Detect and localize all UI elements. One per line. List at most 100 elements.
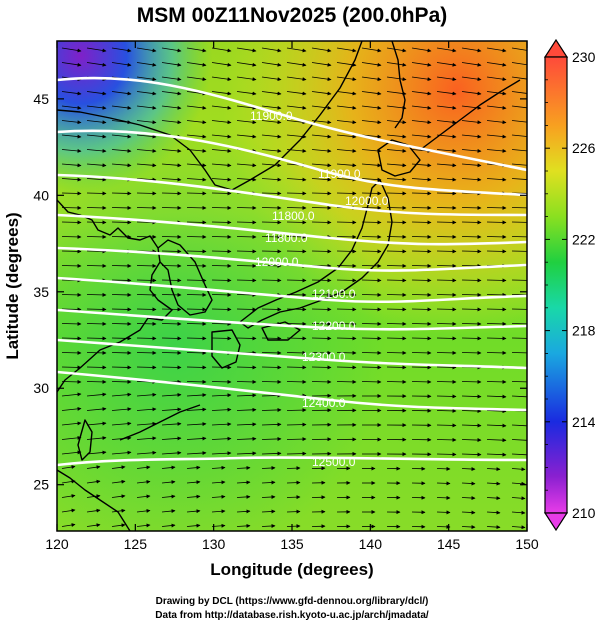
wind-vector (261, 234, 282, 239)
wind-vector (286, 321, 307, 326)
wind-vector (336, 177, 357, 182)
wind-vector (161, 509, 176, 514)
wind-vector (111, 148, 132, 153)
wind-vector (111, 205, 132, 210)
wind-vector (436, 481, 451, 486)
wind-vector (236, 105, 257, 110)
wind-vector (411, 321, 432, 326)
wind-vector (186, 62, 207, 67)
wind-vector (61, 435, 82, 440)
wind-vector (411, 365, 432, 370)
contour-line (57, 213, 527, 246)
wind-vector (411, 307, 432, 312)
wind-vector (511, 308, 527, 310)
wind-vector (261, 205, 282, 210)
wind-vector (261, 436, 282, 441)
wind-vector (86, 47, 107, 53)
wind-vector (386, 321, 407, 326)
wind-vector (411, 163, 432, 168)
wind-vector (461, 76, 482, 82)
wind-vector (261, 307, 282, 312)
wind-vector (486, 148, 507, 153)
wind-vector (136, 76, 157, 82)
wind-vector (261, 422, 282, 427)
wind-vector (511, 467, 526, 472)
wind-vector (436, 510, 451, 515)
wind-vector (261, 480, 276, 485)
colorbar-tick-label: 230 (572, 49, 596, 65)
wind-vector (436, 47, 457, 53)
wind-vector (136, 421, 157, 426)
wind-vector (486, 205, 507, 210)
wind-vector (461, 423, 482, 428)
wind-vector (411, 336, 432, 341)
contour-labels: 11900.0 11900.0 12000.0 11800.0 11800.0 … (250, 109, 389, 469)
wind-vector (261, 524, 276, 529)
wind-vector (436, 148, 457, 153)
wind-vector (61, 263, 82, 268)
wind-vector (161, 365, 182, 370)
wind-vector (511, 105, 527, 109)
wind-vector (286, 495, 301, 500)
wind-vector (136, 134, 157, 139)
wind-vector (411, 47, 432, 53)
mid-green-shading (57, 41, 527, 531)
wind-vector (461, 105, 482, 110)
wind-vector (286, 76, 307, 82)
wind-vector (161, 105, 182, 110)
wind-vector (486, 409, 507, 414)
wind-vector (211, 393, 232, 398)
wind-vector (411, 379, 432, 384)
contour-line (57, 173, 527, 217)
wind-vector (386, 47, 407, 53)
wind-vector (211, 148, 232, 153)
wind-vector (186, 163, 207, 168)
wind-vector (211, 191, 232, 196)
contour-label: 12000.0 (345, 194, 389, 208)
wind-vector (261, 47, 282, 53)
wind-vector (486, 292, 507, 297)
wind-vector (311, 365, 332, 370)
wind-vector (86, 494, 101, 499)
wind-vector (311, 177, 332, 182)
wind-vector (236, 47, 257, 53)
wind-vector (361, 292, 382, 297)
wind-vector (511, 294, 527, 296)
wind-vector (261, 134, 282, 139)
wind-vector (186, 234, 207, 239)
wind-vector (361, 234, 382, 239)
wind-vector (411, 191, 432, 196)
wind-vector (436, 278, 457, 283)
wind-vector (136, 450, 157, 455)
wind-vector (461, 510, 476, 515)
wind-vector (336, 91, 357, 96)
y-tick-label: 40 (33, 187, 49, 203)
wind-vector (236, 177, 257, 182)
wind-vector (386, 365, 407, 370)
wind-vector (386, 105, 407, 110)
wind-vector (186, 523, 201, 528)
wind-vector (486, 234, 507, 239)
wind-vector (511, 496, 526, 501)
wind-vector (411, 263, 432, 268)
wind-vector (311, 76, 332, 82)
wind-vector (111, 292, 132, 297)
wind-vector (136, 365, 157, 370)
wind-vector (261, 509, 276, 514)
wind-vector (461, 321, 482, 326)
wind-vector (211, 321, 232, 326)
wind-vector (211, 451, 232, 456)
wind-vector (511, 279, 527, 281)
wind-vector (486, 394, 507, 399)
wind-vector (511, 250, 527, 252)
wind-vector (61, 205, 82, 210)
wind-vector (86, 234, 107, 239)
coastlines (57, 41, 521, 531)
wind-vector (411, 278, 432, 283)
wind-vector (311, 105, 332, 110)
wind-vector (86, 307, 107, 312)
wind-vector (461, 524, 476, 529)
wind-vector (436, 177, 457, 182)
wind-vector (186, 465, 201, 470)
wind-vector (386, 191, 407, 196)
